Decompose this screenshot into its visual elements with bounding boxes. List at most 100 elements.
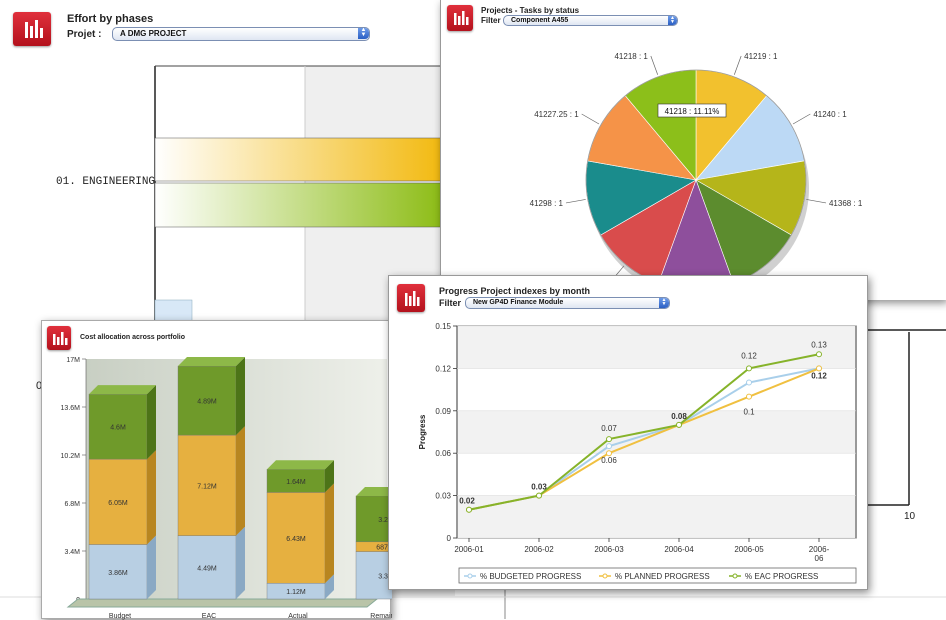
pie-slice-label: 41298 : 1 (530, 199, 564, 208)
cost-bar-segment (88, 458, 148, 545)
effort-project-value: A DMG PROJECT (120, 29, 187, 38)
cost-bar-label: 4.89M (197, 399, 217, 406)
progress-data-label: 0.12 (741, 351, 757, 360)
cost-bar-label: 4.49M (197, 565, 217, 572)
progress-x-tick-label: 2006-03 (594, 545, 624, 554)
progress-filter-label: Filter (439, 298, 462, 308)
progress-x-tick-label: 2006-04 (664, 545, 694, 554)
progress-point (746, 379, 752, 386)
cost-bar-side (147, 535, 156, 599)
cost-bar-side (236, 426, 245, 536)
progress-data-label: 0.06 (601, 456, 617, 465)
effort-bar-planned (154, 137, 446, 182)
cost-y-tick-label: 3.4M (64, 549, 80, 556)
progress-data-label: 0.13 (811, 340, 827, 349)
progress-x-tick-label: 2006-01 (454, 545, 484, 554)
pie-label-line (792, 113, 811, 125)
effort-axis-end-label: 10 (904, 511, 916, 522)
cost-bar-side (325, 460, 334, 493)
pie-slice-label: 41368 : 1 (829, 199, 863, 208)
cost-x-label: Remaining (370, 613, 392, 620)
cost-bar-side (147, 385, 156, 460)
cost-bar-label: 4.6M (110, 425, 126, 432)
pie-title: Projects - Tasks by status (481, 6, 580, 15)
cost-bar-label: 3.36 (378, 573, 392, 580)
progress-data-label: 0.02 (459, 497, 475, 506)
progress-data-label: 0.12 (811, 371, 827, 380)
cost-bar-segment (88, 393, 148, 460)
cost-x-label: Budget (109, 613, 131, 620)
progress-point (606, 443, 612, 450)
progress-y-tick-label: 0.06 (435, 449, 451, 458)
progress-panel: Progress Project indexes by month Filter… (388, 275, 868, 590)
cost-bar-side (325, 574, 334, 599)
progress-point (746, 393, 752, 400)
progress-data-label: 0.07 (601, 424, 617, 433)
cost-x-label: Actual (288, 613, 308, 620)
progress-y-tick-label: 0.12 (435, 364, 451, 373)
pie-label-line (650, 55, 659, 75)
pie-tooltip: 41218 : 11.11% (665, 107, 720, 116)
progress-legend-marker (602, 573, 608, 579)
pie-label-line (733, 55, 742, 75)
pie-filter-label: Filter (481, 16, 501, 25)
progress-point (606, 450, 612, 457)
progress-legend-label: % BUDGETED PROGRESS (480, 572, 581, 581)
progress-legend-label: % PLANNED PROGRESS (615, 572, 710, 581)
progress-legend-marker (732, 573, 738, 579)
progress-x-tick-label: 2006-02 (524, 545, 554, 554)
cost-logo-icon (47, 326, 71, 350)
cost-bar-side (325, 483, 334, 584)
cost-bar-label: 6.05M (108, 500, 128, 507)
cost-bar-label: 1.12M (286, 589, 306, 596)
progress-data-label: 0.03 (531, 483, 547, 492)
cost-bar-side (236, 357, 245, 436)
cost-bar-top (178, 357, 245, 367)
select-arrow-icon: ▲ ▼ (668, 16, 677, 25)
progress-y-axis-title: Progress (418, 414, 427, 449)
progress-y-tick-label: 0.09 (435, 407, 451, 416)
select-arrow-icon: ▲ ▼ (358, 28, 369, 39)
cost-bar-segment (177, 535, 237, 600)
progress-filter-select[interactable]: New GP4D Finance Module ▲ ▼ (465, 297, 670, 309)
progress-point (676, 421, 682, 428)
pie-tooltip-box (657, 103, 727, 118)
effort-title: Effort by phases (67, 13, 154, 25)
cost-y-tick-label: 10.2M (61, 453, 81, 460)
progress-chart: 0 0.03 0.06 0.09 0.12 0.15 Progress 2006-01 2006… (418, 322, 857, 584)
cost-bar-segment (177, 434, 237, 536)
cost-bar-label: 7.12M (197, 483, 217, 490)
progress-point (606, 436, 612, 443)
effort-bar-actual (154, 182, 446, 228)
progress-point (816, 351, 822, 358)
progress-logo-icon (397, 284, 425, 312)
progress-legend-marker (467, 573, 473, 579)
cost-bar-top (267, 460, 334, 470)
cost-y-tick-label: 6.8M (64, 501, 80, 508)
progress-point (536, 492, 542, 499)
progress-legend-label: % EAC PROGRESS (745, 572, 818, 581)
progress-point (466, 506, 472, 513)
cost-y-tick-label: 13.6M (61, 405, 81, 412)
progress-y-tick-label: 0.15 (435, 322, 451, 331)
progress-point (816, 365, 822, 372)
cost-bar-side (147, 450, 156, 545)
cost-bar-top (89, 385, 156, 395)
cost-x-label: EAC (202, 613, 216, 620)
pie-slice-label: 41219 : 1 (744, 52, 778, 61)
cost-chart: 03.4M6.8M10.2M13.6M17M3.86M6.05M4.6MBudg… (61, 357, 392, 620)
effort-filter-label: Projet : (67, 29, 102, 40)
pie-logo-icon (447, 5, 473, 31)
progress-x-tick-label-month: 06 (815, 554, 824, 563)
progress-data-label: 0.08 (671, 412, 687, 421)
progress-grid-band (458, 326, 855, 369)
effort-project-select[interactable]: A DMG PROJECT ▲ ▼ (112, 27, 370, 41)
pie-filter-select[interactable]: Component A455 ▲ ▼ (503, 15, 678, 26)
progress-point (746, 365, 752, 372)
cost-floor (66, 598, 379, 608)
progress-x-tick-label-year: 2006- (809, 545, 830, 554)
cost-bar-label: 3.86M (108, 570, 128, 577)
effort-bar-small (154, 299, 193, 323)
app-logo-icon (13, 12, 51, 46)
